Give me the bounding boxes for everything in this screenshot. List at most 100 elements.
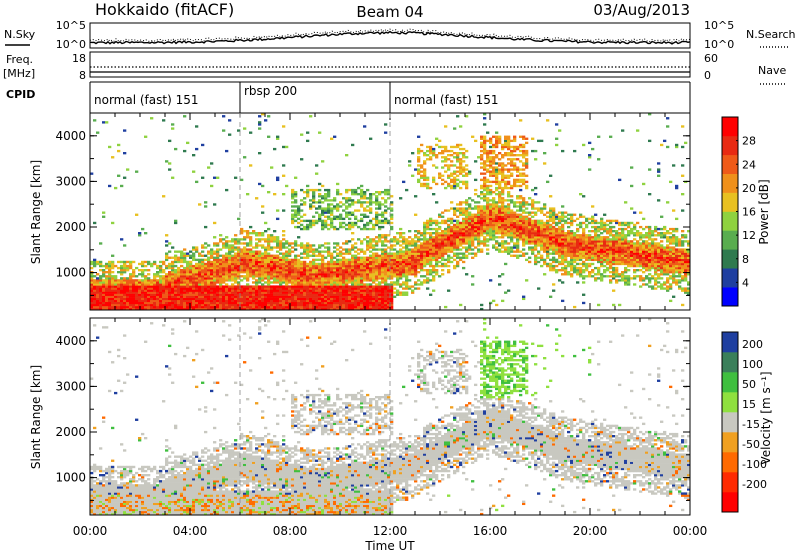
power-cell <box>372 225 376 229</box>
power-cell <box>429 158 433 161</box>
power-cell <box>393 248 397 251</box>
power-cell <box>540 219 544 223</box>
power-cell <box>432 264 436 268</box>
power-cell <box>234 303 238 307</box>
power-cell <box>222 279 226 282</box>
power-cell <box>468 236 472 239</box>
power-cell <box>333 246 337 249</box>
power-cell <box>288 252 292 255</box>
power-cell <box>306 256 310 259</box>
power-cell <box>249 305 253 309</box>
power-cell <box>384 289 388 292</box>
power-cell <box>531 211 535 214</box>
power-cell <box>477 201 481 204</box>
power-cell <box>384 234 388 237</box>
power-cell <box>297 299 301 303</box>
power-cell <box>360 184 364 188</box>
power-cell <box>183 307 187 311</box>
power-cell <box>351 223 355 227</box>
power-cell <box>348 197 352 200</box>
power-cell <box>462 219 466 223</box>
power-cell <box>207 301 211 305</box>
power-cell <box>507 182 511 186</box>
power-cell <box>228 279 232 282</box>
power-cell <box>396 283 400 286</box>
power-cell <box>291 205 295 208</box>
power-cell <box>474 178 478 182</box>
power-cell <box>159 297 163 301</box>
power-cell <box>243 291 247 294</box>
power-cell <box>285 246 289 249</box>
power-cell <box>165 281 169 284</box>
power-cell <box>465 246 469 249</box>
power-cell <box>168 250 172 253</box>
power-cell <box>267 266 271 270</box>
power-cell <box>264 230 268 233</box>
power-cell <box>378 258 382 262</box>
power-cell <box>327 242 331 245</box>
power-cell <box>429 156 433 159</box>
power-cell <box>366 271 370 274</box>
power-cell <box>414 264 418 268</box>
power-cell <box>93 295 97 298</box>
power-cell <box>246 289 250 292</box>
power-cell <box>378 205 382 208</box>
power-cell <box>210 303 214 307</box>
power-cell <box>168 256 172 259</box>
power-cell <box>111 262 115 266</box>
power-cell <box>513 149 517 153</box>
power-cell <box>255 246 259 249</box>
power-cell <box>153 307 157 311</box>
power-cell <box>237 260 241 264</box>
power-cell <box>525 232 529 235</box>
power-cell <box>261 252 265 255</box>
power-cell <box>372 227 376 231</box>
power-cell <box>357 201 361 204</box>
power-cell <box>246 299 250 303</box>
power-cell <box>516 197 520 200</box>
power-cell <box>327 246 331 249</box>
power-cell <box>258 297 262 301</box>
power-cell <box>132 293 136 296</box>
power-cell <box>363 266 367 270</box>
power-cell <box>318 307 322 311</box>
power-cell <box>174 287 178 290</box>
power-cell <box>489 164 493 167</box>
power-cell <box>456 260 460 264</box>
power-cell <box>243 238 247 241</box>
power-cell <box>462 232 466 235</box>
power-cell <box>321 301 325 305</box>
power-cell <box>381 248 385 251</box>
power-cell <box>498 213 502 216</box>
power-cell <box>315 303 319 307</box>
power-cell <box>150 287 154 290</box>
power-cell <box>123 297 127 301</box>
power-cell <box>447 227 451 231</box>
power-cell <box>303 303 307 307</box>
power-cell <box>330 301 334 305</box>
power-cell <box>132 297 136 301</box>
power-cell <box>390 248 394 251</box>
power-cell <box>288 244 292 247</box>
power-cell <box>438 236 442 239</box>
power-cell <box>486 184 490 188</box>
power-cell <box>282 297 286 301</box>
power-cell <box>243 242 247 245</box>
power-cell <box>345 283 349 286</box>
power-cell <box>177 291 181 294</box>
power-cell <box>114 293 118 296</box>
power-cell <box>480 250 484 253</box>
power-cell <box>135 279 139 282</box>
power-cell <box>486 221 490 225</box>
power-cell <box>309 307 313 311</box>
power-cell <box>288 295 292 298</box>
power-cell <box>543 223 547 227</box>
power-cell <box>336 283 340 286</box>
power-cell <box>378 303 382 307</box>
power-cell <box>285 273 289 276</box>
power-cell <box>492 211 496 214</box>
power-cell <box>258 279 262 282</box>
power-cell <box>525 149 529 153</box>
power-cell <box>243 299 247 303</box>
power-cell <box>447 209 451 212</box>
